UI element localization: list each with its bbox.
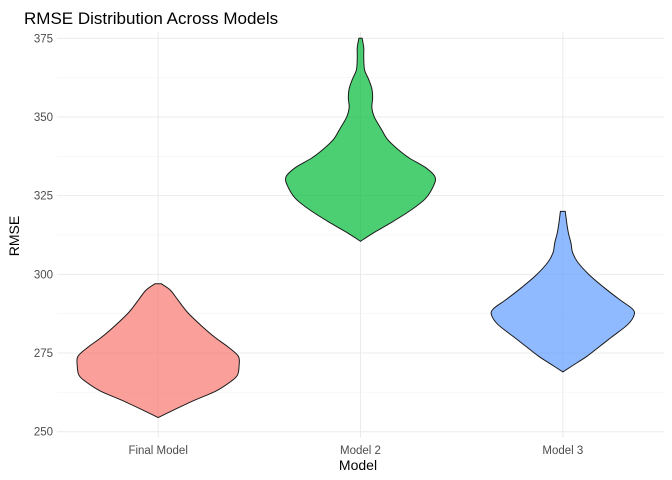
y-tick-label: 375 <box>34 33 53 45</box>
y-axis-title: RMSE <box>6 216 22 256</box>
x-tick-label: Final Model <box>128 445 187 457</box>
violins <box>76 37 636 419</box>
x-tick-label: Model 3 <box>542 445 583 457</box>
x-axis-ticks: Final Model Model 2 Model 3 <box>128 445 583 457</box>
x-tick-label: Model 2 <box>340 445 381 457</box>
chart-title: RMSE Distribution Across Models <box>24 9 278 28</box>
y-tick-label: 275 <box>34 348 53 360</box>
violin-model-3 <box>490 210 636 373</box>
y-tick-label: 350 <box>34 112 53 124</box>
y-tick-label: 250 <box>34 427 53 439</box>
y-axis-ticks: 250 275 300 325 350 375 <box>34 33 53 438</box>
y-tick-label: 300 <box>34 269 53 281</box>
y-tick-label: 325 <box>34 191 53 203</box>
x-axis-title: Model <box>339 457 377 473</box>
violin-final-model <box>76 283 240 419</box>
violin-model-2 <box>284 37 437 242</box>
